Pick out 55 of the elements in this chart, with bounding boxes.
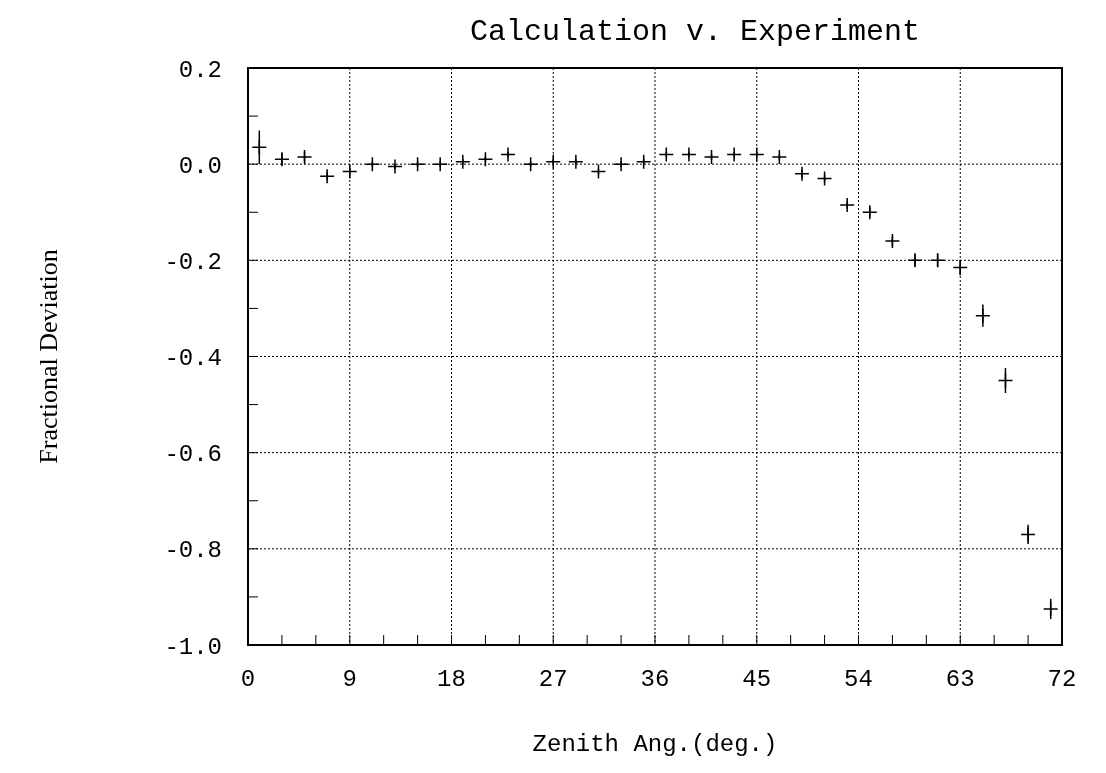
point (771, 149, 788, 165)
point (726, 146, 742, 163)
point (545, 154, 561, 170)
point (929, 252, 946, 269)
point (342, 163, 358, 180)
point (952, 259, 968, 276)
y-tick-label: -0.2 (164, 248, 222, 276)
point (975, 307, 991, 324)
point (274, 151, 290, 168)
x-tick-label: 45 (742, 666, 772, 694)
x-tick-label: 9 (342, 666, 357, 694)
point (749, 146, 765, 163)
point (364, 156, 381, 172)
point (1020, 526, 1036, 543)
point (296, 149, 313, 165)
x-axis-title: Zenith Ang.(deg.) (532, 731, 778, 758)
y-tick-label: -1.0 (164, 633, 222, 661)
x-tick-label: 36 (640, 666, 670, 694)
point (816, 170, 833, 187)
point (522, 156, 539, 172)
point (319, 168, 335, 184)
point (455, 154, 471, 170)
y-tick-label: 0.2 (178, 56, 222, 84)
point (794, 166, 810, 182)
point (500, 146, 516, 163)
point (613, 156, 629, 172)
point (477, 151, 494, 168)
chart-title: Calculation v. Experiment (469, 15, 921, 49)
point (884, 233, 901, 249)
point (635, 154, 652, 170)
point (839, 197, 855, 213)
point (409, 156, 426, 172)
point (997, 372, 1014, 389)
x-tick-label: 63 (945, 666, 975, 694)
y-tick-label: -0.4 (164, 345, 222, 373)
point (862, 204, 878, 220)
point (1042, 601, 1059, 617)
y-tick-label: 0.0 (178, 152, 222, 180)
x-tick-label: 72 (1047, 666, 1077, 694)
y-tick-label: -0.6 (164, 441, 222, 469)
x-tick-label: 54 (844, 666, 873, 694)
point (251, 139, 268, 156)
point (432, 156, 448, 172)
x-tick-label: 27 (538, 666, 568, 694)
point (681, 146, 697, 163)
point (387, 158, 403, 175)
point (568, 154, 584, 170)
x-tick-label: 0 (240, 666, 256, 694)
y-axis-title: Fractional Deviation (34, 249, 64, 464)
point (590, 163, 607, 180)
x-tick-label: 18 (437, 666, 466, 694)
point (703, 149, 720, 165)
y-tick-label: -0.8 (164, 537, 222, 565)
point (658, 146, 675, 163)
point (907, 252, 923, 269)
